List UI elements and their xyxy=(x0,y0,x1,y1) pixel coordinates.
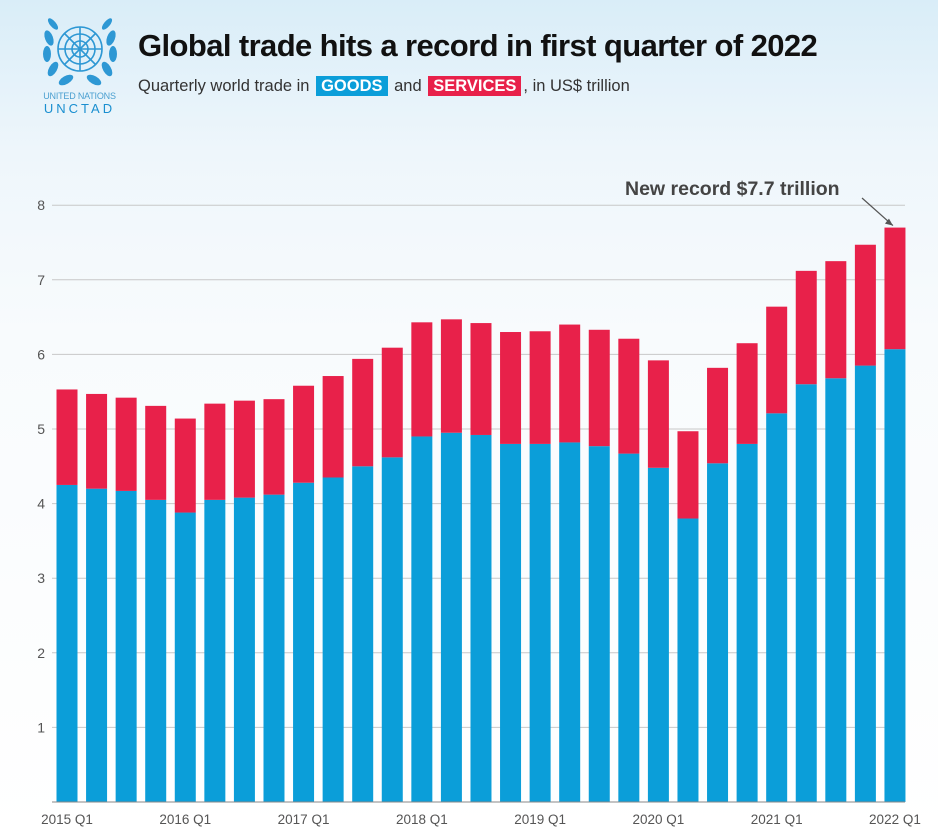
annotation-arrow-head xyxy=(884,218,893,226)
bar-goods-20 xyxy=(647,467,669,802)
bar-goods-15 xyxy=(500,443,522,802)
bar-goods-18 xyxy=(588,446,610,802)
bar-goods-23 xyxy=(736,443,758,802)
x-tick-label-28: 2022 Q1 xyxy=(869,812,921,827)
record-annotation: New record $7.7 trillion xyxy=(625,178,840,200)
bar-services-23 xyxy=(736,343,758,444)
bar-services-9 xyxy=(322,376,344,478)
subtitle-and: and xyxy=(394,77,422,95)
bar-goods-19 xyxy=(618,453,640,802)
subtitle-prefix: Quarterly world trade in xyxy=(138,77,310,95)
bar-services-6 xyxy=(233,400,255,498)
bar-services-27 xyxy=(854,244,876,366)
bar-services-3 xyxy=(145,405,167,500)
y-tick-label-5: 5 xyxy=(37,421,45,437)
bar-goods-25 xyxy=(795,384,817,802)
x-tick-label-16: 2019 Q1 xyxy=(514,812,566,827)
bar-goods-28 xyxy=(884,349,906,802)
bar-services-19 xyxy=(618,338,640,454)
bar-services-8 xyxy=(293,385,315,483)
y-tick-label-4: 4 xyxy=(37,496,45,512)
bar-services-13 xyxy=(440,319,462,433)
bar-services-4 xyxy=(174,418,196,513)
bar-goods-26 xyxy=(825,378,847,802)
bar-services-18 xyxy=(588,329,610,447)
un-logo: UNITED NATIONS UNCTAD xyxy=(32,8,127,118)
bar-services-15 xyxy=(500,332,522,444)
x-tick-label-0: 2015 Q1 xyxy=(41,812,93,827)
bar-goods-27 xyxy=(854,365,876,802)
bar-goods-16 xyxy=(529,443,551,802)
bar-services-21 xyxy=(677,431,699,519)
services-legend-tag: SERVICES xyxy=(428,76,522,96)
x-tick-label-4: 2016 Q1 xyxy=(159,812,211,827)
bar-services-7 xyxy=(263,399,285,495)
bar-services-20 xyxy=(647,360,669,468)
bar-goods-7 xyxy=(263,494,285,802)
logo-line-1: UNITED NATIONS xyxy=(43,91,116,101)
bar-goods-22 xyxy=(707,463,729,802)
x-tick-label-12: 2018 Q1 xyxy=(396,812,448,827)
bar-goods-4 xyxy=(174,512,196,802)
bar-goods-11 xyxy=(381,457,403,802)
bars xyxy=(56,227,906,802)
bar-goods-17 xyxy=(559,442,581,802)
x-tick-label-8: 2017 Q1 xyxy=(278,812,330,827)
y-tick-label-2: 2 xyxy=(37,645,45,661)
x-tick-label-20: 2020 Q1 xyxy=(633,812,685,827)
bar-goods-10 xyxy=(352,466,374,802)
bar-goods-13 xyxy=(440,432,462,802)
bar-goods-9 xyxy=(322,477,344,802)
y-tick-label-8: 8 xyxy=(37,197,45,213)
y-tick-label-1: 1 xyxy=(37,719,45,735)
bar-services-11 xyxy=(381,347,403,458)
bar-services-2 xyxy=(115,397,137,491)
axes: 1 2 3 4 5 6 7 8 2015 Q1 2016 Q1 2017 Q1 2018 Q1 2019… xyxy=(37,197,921,827)
bar-services-10 xyxy=(352,358,374,467)
bar-goods-12 xyxy=(411,436,433,802)
chart-subtitle: Quarterly world trade in GOODS and SERVI… xyxy=(138,76,630,96)
bar-goods-8 xyxy=(293,482,315,802)
logo-line-2: UNCTAD xyxy=(43,101,116,116)
y-tick-label-3: 3 xyxy=(37,570,45,586)
x-tick-label-24: 2021 Q1 xyxy=(751,812,803,827)
bar-services-16 xyxy=(529,331,551,444)
bar-services-12 xyxy=(411,322,433,437)
bar-services-5 xyxy=(204,403,226,500)
un-emblem-icon xyxy=(42,18,117,86)
bar-goods-0 xyxy=(56,484,78,802)
bar-services-26 xyxy=(825,261,847,379)
y-tick-label-7: 7 xyxy=(37,272,45,288)
bar-services-14 xyxy=(470,323,492,435)
bar-services-22 xyxy=(707,367,729,464)
goods-legend-tag: GOODS xyxy=(316,76,388,96)
subtitle-suffix: , in US$ trillion xyxy=(523,77,630,95)
annotation-arrow-layer xyxy=(861,197,894,227)
bar-goods-21 xyxy=(677,518,699,802)
bar-services-1 xyxy=(86,393,108,489)
bar-goods-2 xyxy=(115,490,137,802)
bar-services-25 xyxy=(795,270,817,385)
bar-goods-24 xyxy=(766,413,788,802)
bar-services-0 xyxy=(56,389,78,485)
bar-services-28 xyxy=(884,227,906,350)
bar-goods-5 xyxy=(204,499,226,802)
bar-goods-14 xyxy=(470,434,492,802)
bar-services-17 xyxy=(559,324,581,443)
y-tick-label-6: 6 xyxy=(37,346,45,362)
bar-goods-1 xyxy=(86,488,108,802)
chart-title: Global trade hits a record in first quar… xyxy=(138,28,818,63)
bar-goods-3 xyxy=(145,499,167,802)
bar-services-24 xyxy=(766,306,788,414)
bar-goods-6 xyxy=(233,497,255,802)
